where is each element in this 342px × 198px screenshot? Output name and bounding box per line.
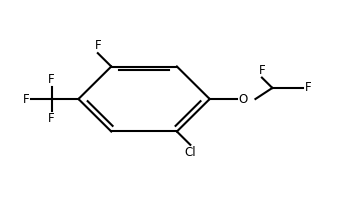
Text: F: F bbox=[48, 112, 55, 125]
Text: F: F bbox=[22, 92, 29, 106]
Text: O: O bbox=[238, 92, 248, 106]
Text: F: F bbox=[259, 64, 265, 77]
Text: F: F bbox=[94, 39, 101, 52]
Text: F: F bbox=[305, 81, 312, 94]
Text: Cl: Cl bbox=[185, 146, 196, 159]
Text: F: F bbox=[48, 73, 55, 86]
